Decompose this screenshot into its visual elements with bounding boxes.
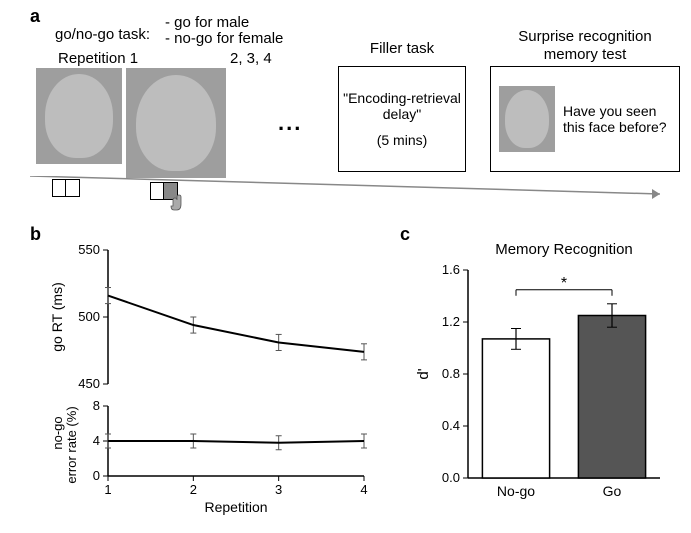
memory-box: Have you seen this face before? — [490, 66, 680, 172]
task-bullet-1: - go for male — [165, 14, 249, 31]
ellipsis: ... — [278, 110, 302, 136]
svg-text:1: 1 — [104, 482, 111, 497]
repetition-label: Repetition 1 — [58, 50, 138, 67]
svg-text:error rate (%): error rate (%) — [64, 406, 79, 483]
memory-q2: this face before? — [563, 119, 667, 135]
panel-b-label: b — [30, 224, 41, 245]
memory-face — [499, 86, 555, 152]
memory-title-1: Surprise recognition — [490, 28, 680, 45]
svg-text:d': d' — [415, 368, 432, 379]
svg-text:No-go: No-go — [497, 483, 535, 499]
svg-text:Repetition: Repetition — [204, 499, 267, 515]
svg-text:500: 500 — [78, 309, 100, 324]
face-stimulus-female — [36, 68, 122, 164]
svg-text:550: 550 — [78, 242, 100, 257]
svg-text:450: 450 — [78, 376, 100, 391]
filler-line1: "Encoding-retrieval — [343, 90, 461, 106]
svg-text:1.6: 1.6 — [442, 262, 460, 277]
svg-text:*: * — [561, 275, 567, 292]
svg-text:no-go: no-go — [50, 416, 65, 449]
filler-line3: (5 mins) — [377, 132, 428, 148]
svg-text:0.8: 0.8 — [442, 366, 460, 381]
memory-q1: Have you seen — [563, 103, 667, 119]
timeline-arrow — [30, 176, 680, 206]
svg-text:2: 2 — [190, 482, 197, 497]
panel-c-chart: Memory Recognition 0.0 0.4 0.8 1.2 1.6 No-go Go… — [410, 238, 680, 526]
panel-b-chart: 4505005500481234Repetitiongo RT (ms)no-g… — [48, 238, 378, 526]
panel-c-label: c — [400, 224, 410, 245]
repetition-numbers: 2, 3, 4 — [230, 50, 272, 67]
hand-icon — [168, 194, 188, 214]
filler-line2: delay" — [383, 106, 421, 122]
filler-box: "Encoding-retrieval delay" (5 mins) — [338, 66, 466, 172]
svg-text:0: 0 — [93, 468, 100, 483]
svg-text:4: 4 — [360, 482, 367, 497]
task-bullet-2: - no-go for female — [165, 30, 283, 47]
filler-title: Filler task — [338, 40, 466, 57]
svg-text:Memory Recognition: Memory Recognition — [495, 241, 633, 258]
memory-title-2: memory test — [490, 46, 680, 63]
panel-a-label: a — [30, 6, 40, 27]
svg-text:1.2: 1.2 — [442, 314, 460, 329]
task-name: go/no-go task: — [55, 26, 150, 43]
svg-text:3: 3 — [275, 482, 282, 497]
svg-text:8: 8 — [93, 398, 100, 413]
svg-text:0.4: 0.4 — [442, 418, 460, 433]
svg-text:4: 4 — [93, 433, 100, 448]
face-stimulus-male — [126, 68, 226, 178]
svg-text:go RT (ms): go RT (ms) — [49, 282, 65, 352]
response-key-nogo — [52, 179, 80, 197]
svg-text:0.0: 0.0 — [442, 470, 460, 485]
svg-text:Go: Go — [603, 483, 622, 499]
